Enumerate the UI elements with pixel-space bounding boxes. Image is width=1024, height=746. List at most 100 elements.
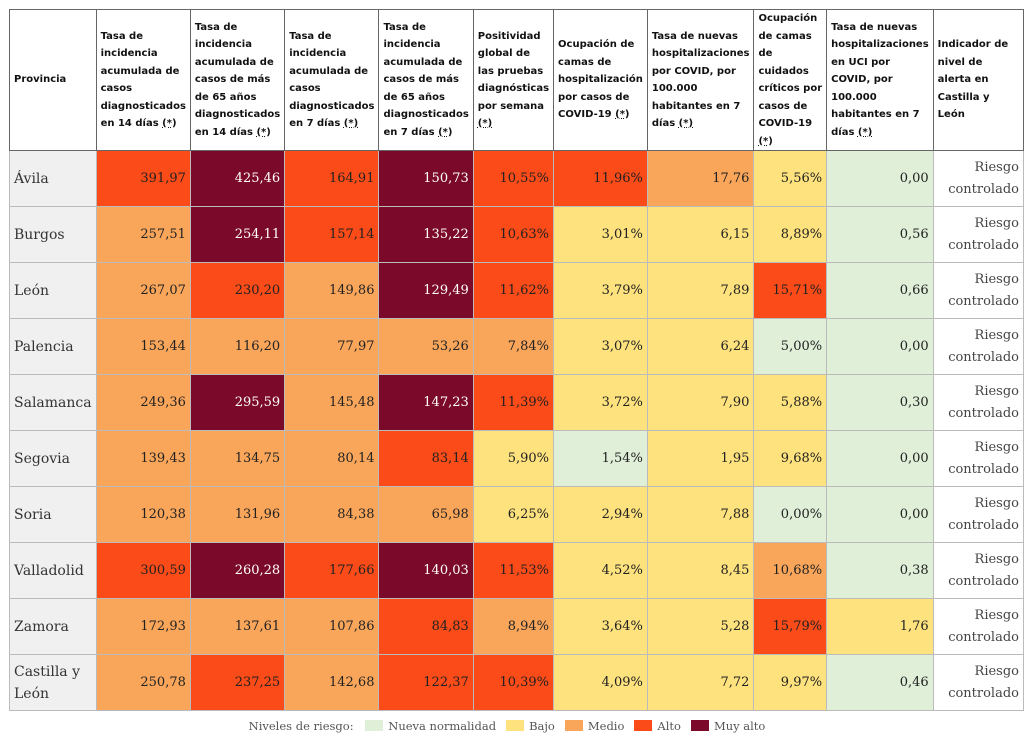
alert-level: Riesgo controlado: [932, 542, 1024, 599]
footnote-marker[interactable]: (*): [758, 135, 773, 147]
indicator-cell: 10,39%: [472, 654, 555, 711]
indicator-cell: 122,37: [378, 654, 474, 711]
indicator-cell: 134,75: [189, 430, 286, 487]
legend-item-label: Muy alto: [713, 719, 766, 733]
indicator-cell: 4,09%: [553, 654, 648, 711]
indicator-cell: 0,38: [826, 542, 934, 599]
indicator-cell: 257,51: [95, 206, 191, 263]
legend-item: Alto: [634, 719, 681, 733]
indicator-cell: 7,88: [646, 486, 755, 543]
column-header-text: Positividad global de las pruebas diagnó…: [477, 30, 550, 112]
legend-swatch: [564, 720, 583, 731]
indicator-cell: 8,94%: [472, 598, 555, 655]
province-name: Palencia: [9, 318, 97, 375]
legend-swatch: [506, 720, 525, 731]
header-row: Provincia Tasa de incidencia acumulada de…: [9, 9, 1024, 151]
indicator-cell: 0,00%: [753, 486, 828, 543]
footnote-marker[interactable]: (*): [615, 109, 630, 121]
column-header-text: Tasa de incidencia acumulada de casos di…: [289, 30, 375, 130]
indicator-cell: 150,73: [378, 150, 474, 207]
indicator-cell: 84,83: [378, 598, 474, 655]
indicator-cell: 135,22: [378, 206, 474, 263]
column-header: Tasa de nuevas hospitalizaciones por COV…: [646, 9, 755, 151]
indicator-cell: 5,90%: [472, 430, 555, 487]
legend-swatch: [365, 720, 384, 731]
table-row: Valladolid 300,59 260,28 177,66 140,03 11,53%…: [9, 542, 1024, 599]
indicator-cell: 53,26: [378, 318, 474, 375]
indicator-cell: 177,66: [284, 542, 380, 599]
footnote-marker[interactable]: (*): [857, 126, 873, 138]
alert-level: Riesgo controlado: [932, 430, 1024, 487]
indicator-cell: 116,20: [189, 318, 286, 375]
indicator-cell: 300,59: [95, 542, 191, 599]
indicator-cell: 425,46: [189, 150, 286, 207]
indicator-cell: 5,88%: [753, 374, 828, 431]
footnote-marker[interactable]: (*): [477, 118, 493, 129]
indicator-cell: 9,97%: [753, 654, 828, 711]
indicator-cell: 77,97: [284, 318, 380, 375]
indicator-cell: 15,71%: [753, 262, 828, 319]
indicator-cell: 10,63%: [472, 206, 555, 263]
indicator-cell: 1,95: [646, 430, 755, 487]
indicator-cell: 8,45: [646, 542, 755, 599]
indicator-cell: 0,00: [826, 150, 934, 207]
indicator-cell: 80,14: [284, 430, 380, 487]
province-name: Burgos: [9, 206, 97, 263]
indicator-cell: 7,89: [646, 262, 755, 319]
indicator-cell: 142,68: [284, 654, 380, 711]
province-name: Segovia: [9, 430, 97, 487]
indicator-cell: 3,79%: [553, 262, 648, 319]
indicator-cell: 107,86: [284, 598, 380, 655]
alert-level: Riesgo controlado: [932, 206, 1024, 263]
alert-level: Riesgo controlado: [932, 150, 1024, 207]
legend-item-label: Nueva normalidad: [388, 719, 497, 733]
indicator-cell: 267,07: [95, 262, 191, 319]
legend-item: Medio: [564, 719, 625, 733]
footnote-marker[interactable]: (*): [678, 118, 694, 129]
indicator-cell: 230,20: [189, 262, 286, 319]
table-row: Castilla y León 250,78 237,25 142,68 122,37 1…: [9, 654, 1024, 711]
column-header: Tasa de incidencia acumulada de casos de…: [378, 9, 474, 151]
table-body: Ávila 391,97 425,46 164,91 150,73 10,55% 11,96…: [9, 150, 1024, 711]
footnote-marker[interactable]: (*): [438, 126, 453, 138]
indicator-cell: 0,46: [826, 654, 934, 711]
indicator-cell: 0,00: [826, 486, 934, 543]
legend-item-label: Medio: [587, 719, 625, 733]
indicator-cell: 147,23: [378, 374, 474, 431]
legend-item-label: Alto: [657, 719, 681, 733]
indicator-cell: 153,44: [95, 318, 191, 375]
column-header: Provincia: [9, 9, 97, 151]
column-header-text: Indicador de nivel de alerta en Castilla…: [937, 39, 1009, 121]
footnote-marker[interactable]: (*): [343, 118, 359, 129]
column-header-text: Ocupación de camas de hospitalización po…: [558, 39, 643, 121]
indicator-cell: 237,25: [189, 654, 286, 711]
indicator-cell: 6,15: [646, 206, 755, 263]
column-header: Tasa de incidencia acumulada de casos de…: [189, 9, 286, 151]
legend-item: Muy alto: [690, 719, 766, 733]
province-name: Zamora: [9, 598, 97, 655]
indicator-cell: 7,72: [646, 654, 755, 711]
footnote-marker[interactable]: (*): [256, 126, 271, 138]
alert-level: Riesgo controlado: [932, 374, 1024, 431]
indicator-cell: 157,14: [284, 206, 380, 263]
column-header-text: Tasa de incidencia acumulada de casos de…: [383, 21, 469, 138]
column-header-text: Tasa de incidencia acumulada de casos de…: [194, 21, 281, 138]
indicator-cell: 254,11: [189, 206, 286, 263]
indicator-cell: 9,68%: [753, 430, 828, 487]
legend-swatch: [690, 720, 709, 731]
indicator-cell: 0,66: [826, 262, 934, 319]
column-header: Ocupación de camas de hospitalización po…: [553, 9, 648, 151]
alert-level: Riesgo controlado: [932, 318, 1024, 375]
indicator-cell: 3,01%: [553, 206, 648, 263]
indicator-cell: 0,00: [826, 430, 934, 487]
footnote-marker[interactable]: (*): [162, 118, 177, 129]
column-header: Indicador de nivel de alerta en Castilla…: [932, 9, 1024, 151]
alert-level: Riesgo controlado: [932, 486, 1024, 543]
indicator-cell: 4,52%: [553, 542, 648, 599]
indicator-cell: 65,98: [378, 486, 474, 543]
indicator-cell: 6,25%: [472, 486, 555, 543]
table-row: Ávila 391,97 425,46 164,91 150,73 10,55% 11,96…: [9, 150, 1024, 207]
legend-item: Nueva normalidad: [365, 719, 496, 733]
legend-label: Niveles de riesgo:: [248, 719, 354, 733]
indicator-cell: 5,00%: [753, 318, 828, 375]
